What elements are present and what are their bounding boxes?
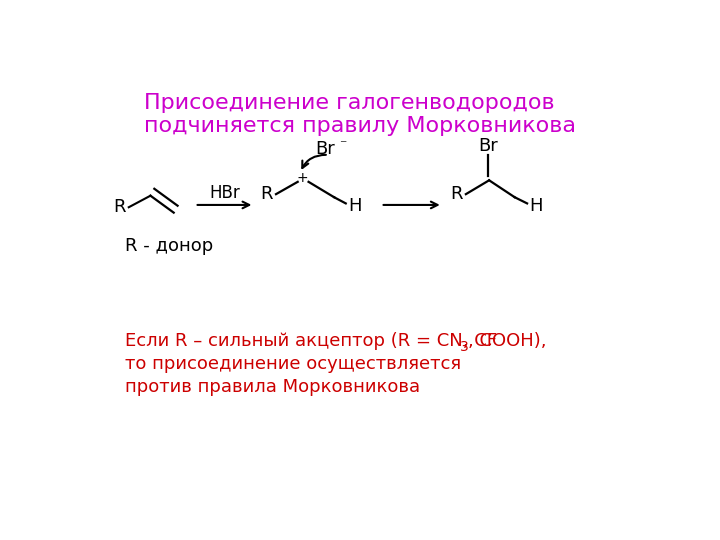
Text: , COOH),: , COOH), xyxy=(468,332,546,350)
Text: 3: 3 xyxy=(459,340,469,354)
Text: +: + xyxy=(297,171,308,185)
Text: то присоединение осуществляется: то присоединение осуществляется xyxy=(125,355,461,373)
Text: R: R xyxy=(261,185,273,203)
Text: R: R xyxy=(450,185,463,203)
Text: R - донор: R - донор xyxy=(125,237,213,255)
Text: Если R – сильный акцептор (R = CN, CF: Если R – сильный акцептор (R = CN, CF xyxy=(125,332,497,350)
Text: H: H xyxy=(348,198,362,215)
Text: Присоединение галогенводородов: Присоединение галогенводородов xyxy=(144,93,555,113)
Text: HBr: HBr xyxy=(210,184,240,202)
Text: R: R xyxy=(113,198,126,216)
Text: подчиняется правилу Морковникова: подчиняется правилу Морковникова xyxy=(144,117,576,137)
Text: Br: Br xyxy=(479,137,498,154)
Text: против правила Морковникова: против правила Морковникова xyxy=(125,378,420,396)
Text: Br: Br xyxy=(316,140,336,159)
Text: H: H xyxy=(530,198,543,215)
Text: ⁻: ⁻ xyxy=(339,138,346,152)
